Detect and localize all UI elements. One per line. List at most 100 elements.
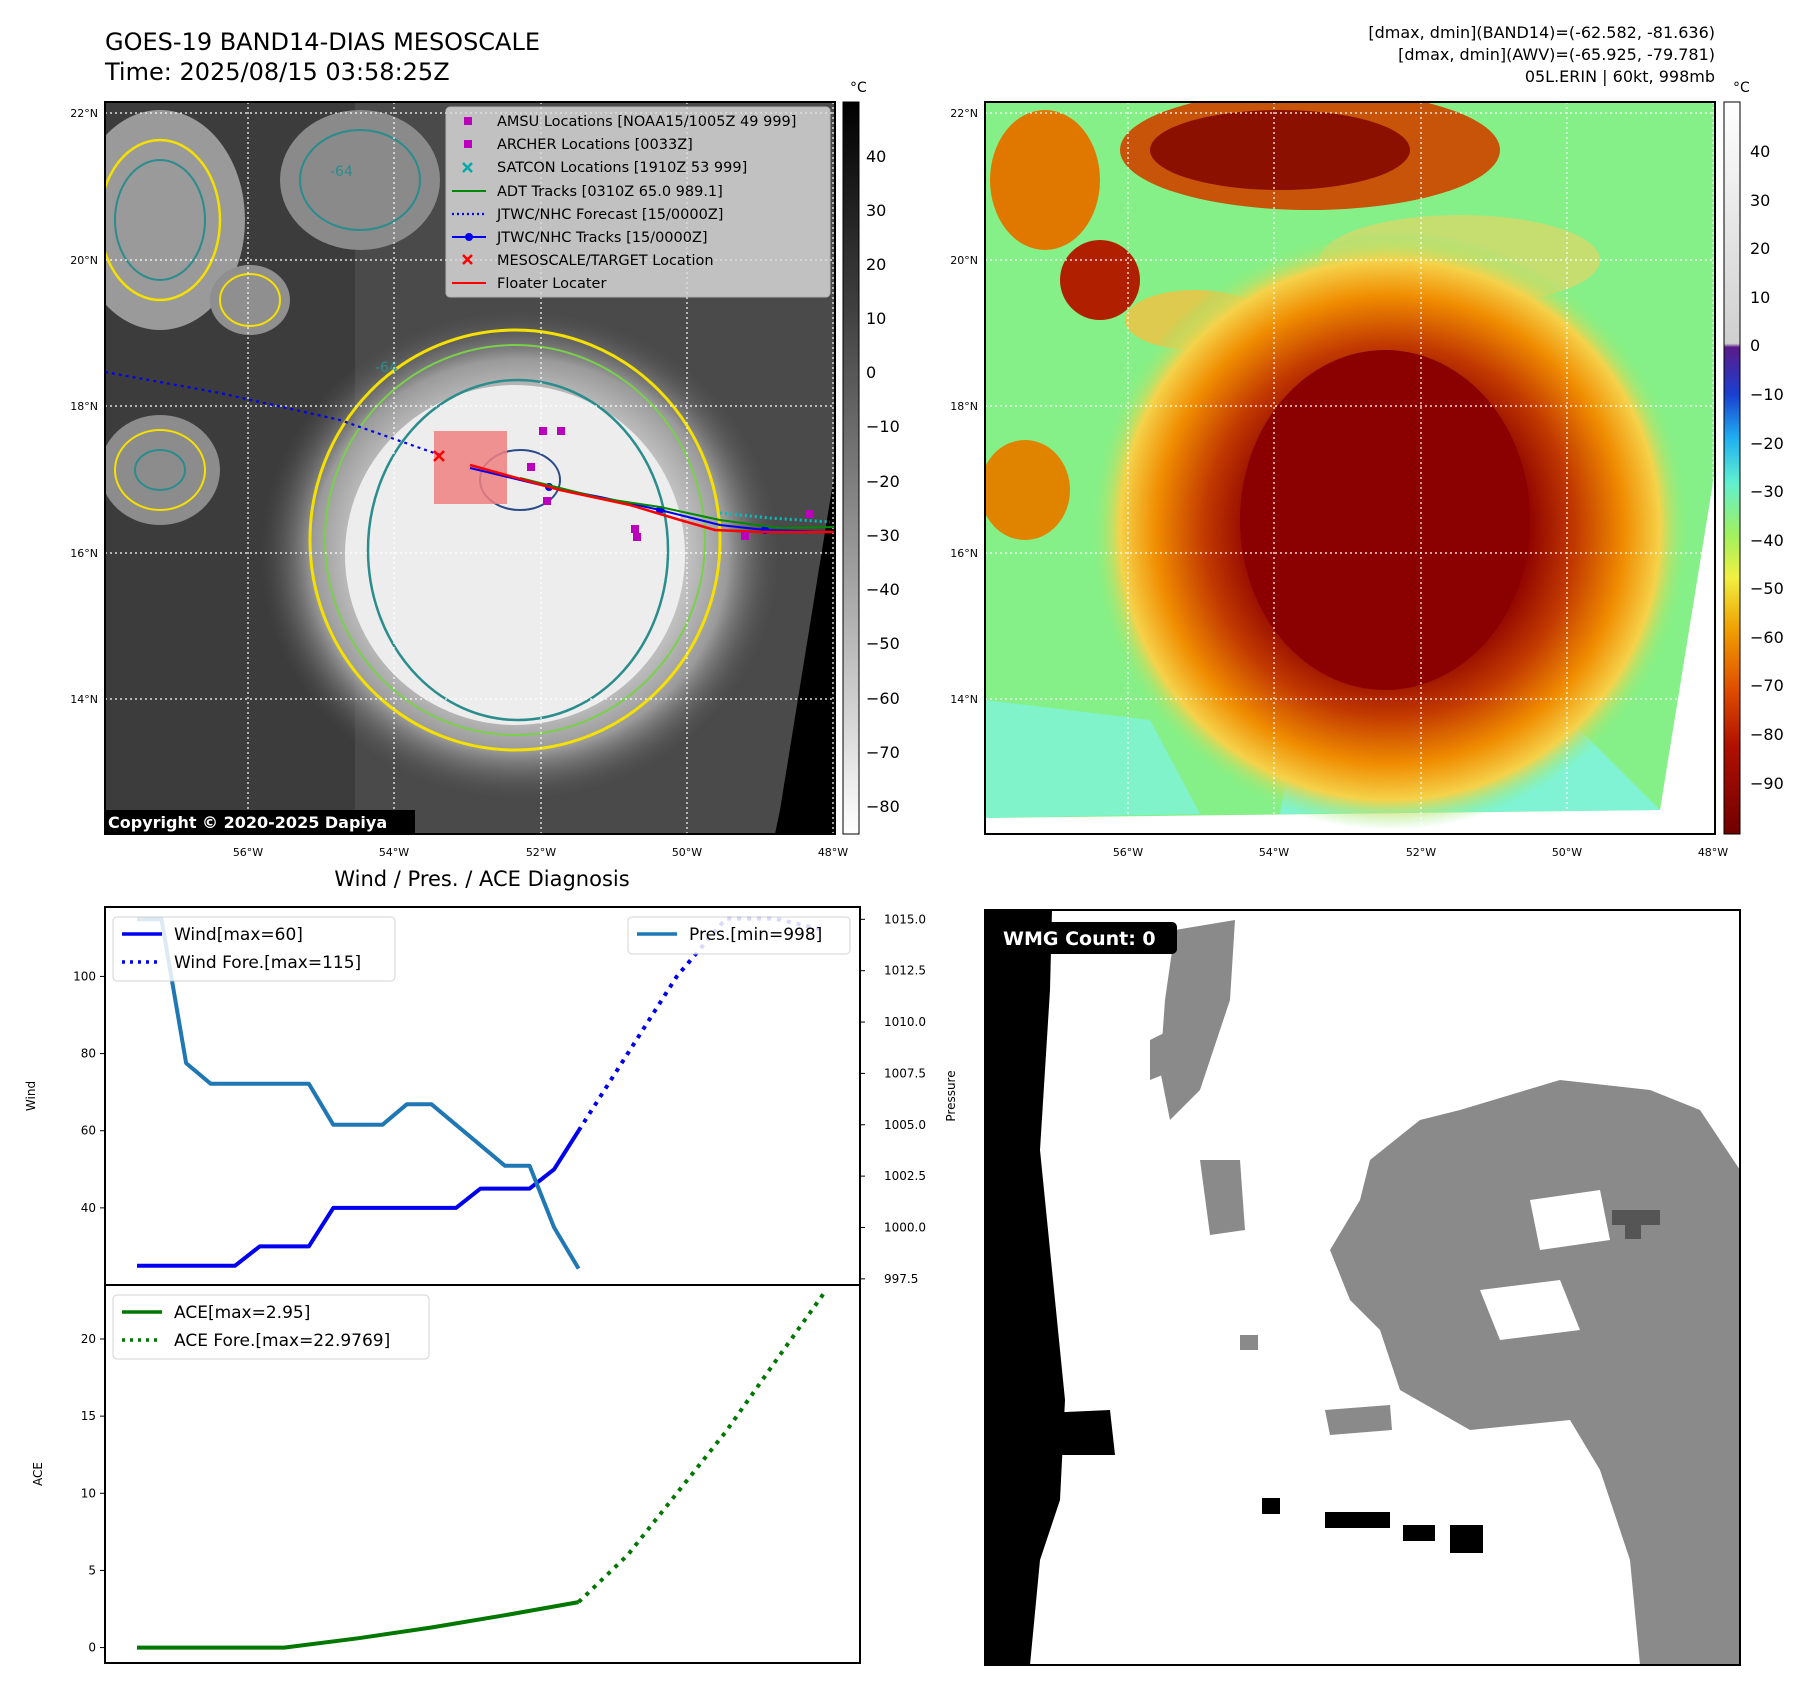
pressure-ytick-label: 997.5	[884, 1272, 918, 1286]
col-cb-30: 30	[1750, 191, 1770, 210]
col-lon-56: 56°W	[1113, 846, 1143, 859]
ir-lon-54: 54°W	[379, 846, 409, 859]
title-line2: Time: 2025/08/15 03:58:25Z	[104, 58, 450, 86]
pressure-ytick-label: 1015.0	[884, 912, 926, 926]
legend-wind: Wind[max=60]	[174, 925, 303, 945]
ace-ytick-label: 5	[88, 1563, 96, 1577]
col-cb-10: 10	[1750, 288, 1770, 307]
ace-ytick-label: 0	[88, 1641, 96, 1655]
amsu-archer-markers	[527, 427, 814, 541]
color-map: 22°N 20°N 18°N 16°N 14°N 56°W 54°W 52°W …	[950, 80, 1784, 859]
ir-lon-52: 52°W	[526, 846, 556, 859]
wind-axis-label: Wind	[24, 1081, 38, 1111]
wind-ytick-label: 60	[81, 1124, 96, 1138]
pressure-ytick-label: 1005.0	[884, 1118, 926, 1132]
legend-archer: ARCHER Locations [0033Z]	[497, 137, 693, 153]
wind-pressure-panel: Wind Pressure 40 60 80 100 997.5 1000.0 1002.…	[24, 906, 958, 1286]
ir-lon-48: 48°W	[818, 846, 848, 859]
ace-ytick-label: 10	[81, 1486, 96, 1500]
ir-storm-core	[345, 385, 685, 725]
color-colorbar	[1723, 101, 1741, 835]
color-colorbar-unit: °C	[1733, 80, 1750, 96]
pressure-legend: Pres.[min=998]	[627, 916, 851, 955]
legend-tracks: JTWC/NHC Tracks [15/0000Z]	[496, 230, 708, 246]
ace-ytick-label: 15	[81, 1409, 96, 1423]
info-line2: [dmax, dmin](AWV)=(-65.925, -79.781)	[1398, 45, 1715, 64]
ir-colorbar-unit: °C	[850, 80, 867, 96]
wind-ytick-label: 80	[81, 1047, 96, 1061]
ir-cb-30: 30	[866, 201, 886, 220]
legend-mesoscale: MESOSCALE/TARGET Location	[497, 253, 714, 269]
wind-ytick-label: 100	[73, 969, 96, 983]
ace-legend: ACE[max=2.95] ACE Fore.[max=22.9769]	[112, 1294, 430, 1360]
ir-cb-m30: −30	[866, 526, 900, 545]
col-lon-50: 50°W	[1552, 846, 1582, 859]
pressure-axis-label: Pressure	[944, 1070, 958, 1121]
color-map-frame	[984, 101, 1716, 835]
pressure-ytick-label: 1007.5	[884, 1066, 926, 1080]
wmg-count-label: WMG Count: 0	[1003, 928, 1156, 950]
ir-cb-m40: −40	[866, 580, 900, 599]
wmg-count-badge	[990, 922, 1177, 954]
col-lon-48: 48°W	[1698, 846, 1728, 859]
ir-cb-40: 40	[866, 147, 886, 166]
wind-series-line	[137, 1129, 581, 1268]
ir-lat-22: 22°N	[70, 107, 98, 120]
wmg-black-cell-3	[1403, 1525, 1435, 1541]
pressure-series-line	[137, 917, 581, 1270]
ace-ytick-label: 20	[81, 1332, 96, 1346]
col-cb-m30: −30	[1750, 482, 1784, 501]
legend-forecast: JTWC/NHC Forecast [15/0000Z]	[496, 207, 723, 223]
ir-cb-m80: −80	[866, 797, 900, 816]
wmg-black-cell-4	[1450, 1525, 1483, 1553]
wmg-black-cell-1	[1262, 1498, 1280, 1514]
diagnosis-title: Wind / Pres. / ACE Diagnosis	[334, 867, 629, 891]
ir-no-data-wedge	[775, 470, 835, 834]
ir-cb-20: 20	[866, 255, 886, 274]
title-line1: GOES-19 BAND14-DIAS MESOSCALE	[105, 28, 540, 56]
col-cb-m40: −40	[1750, 531, 1784, 550]
contour-label-2: -64	[375, 360, 398, 376]
ir-map-frame	[104, 101, 836, 835]
legend-ace-fore: ACE Fore.[max=22.9769]	[174, 1331, 390, 1351]
wind-legend: Wind[max=60] Wind Fore.[max=115]	[112, 916, 396, 982]
legend-satcon: SATCON Locations [1910Z 53 999]	[497, 160, 747, 176]
col-cb-m70: −70	[1750, 676, 1784, 695]
legend-mesoscale-marker	[462, 254, 473, 265]
col-lat-14: 14°N	[950, 693, 978, 706]
ace-axis-label: ACE	[31, 1462, 45, 1486]
wmg-frame	[984, 909, 1741, 1666]
ir-lat-20: 20°N	[70, 254, 98, 267]
info-line1: [dmax, dmin](BAND14)=(-62.582, -81.636)	[1368, 23, 1715, 42]
col-cb-m20: −20	[1750, 434, 1784, 453]
pressure-ytick-label: 1010.0	[884, 1015, 926, 1029]
ir-contour-yellow	[308, 328, 722, 752]
ir-cb-m10: −10	[866, 417, 900, 436]
pressure-ytick-label: 1012.5	[884, 964, 926, 978]
ir-cb-10: 10	[866, 309, 886, 328]
ace-panel: ACE 0 5 10 15 20 ACE[max=2.95] ACE Fore.[max…	[31, 1284, 861, 1664]
ir-lon-56: 56°W	[233, 846, 263, 859]
color-storm-core	[1240, 350, 1530, 690]
col-cb-40: 40	[1750, 142, 1770, 161]
ir-map: -64 -64	[70, 80, 900, 859]
ir-lat-18: 18°N	[70, 400, 98, 413]
col-lat-16: 16°N	[950, 547, 978, 560]
floater-locater-line	[469, 463, 835, 534]
col-cb-m80: −80	[1750, 725, 1784, 744]
legend-archer-marker	[464, 140, 472, 148]
wmg-gray-north	[1160, 920, 1235, 1120]
ir-lat-16: 16°N	[70, 547, 98, 560]
col-cb-m10: −10	[1750, 385, 1784, 404]
ir-cb-m70: −70	[866, 743, 900, 762]
col-cb-m90: −90	[1750, 774, 1784, 793]
col-lon-52: 52°W	[1406, 846, 1436, 859]
legend-adt: ADT Tracks [0310Z 65.0 989.1]	[497, 184, 723, 200]
ir-cb-m60: −60	[866, 689, 900, 708]
ir-cb-m20: −20	[866, 472, 900, 491]
contour-label-1: -64	[330, 164, 353, 180]
satcon-track	[719, 511, 831, 524]
wmg-black-left	[985, 910, 1065, 1665]
ace-series-line	[137, 1600, 579, 1650]
wmg-black-cell-2	[1325, 1512, 1390, 1528]
